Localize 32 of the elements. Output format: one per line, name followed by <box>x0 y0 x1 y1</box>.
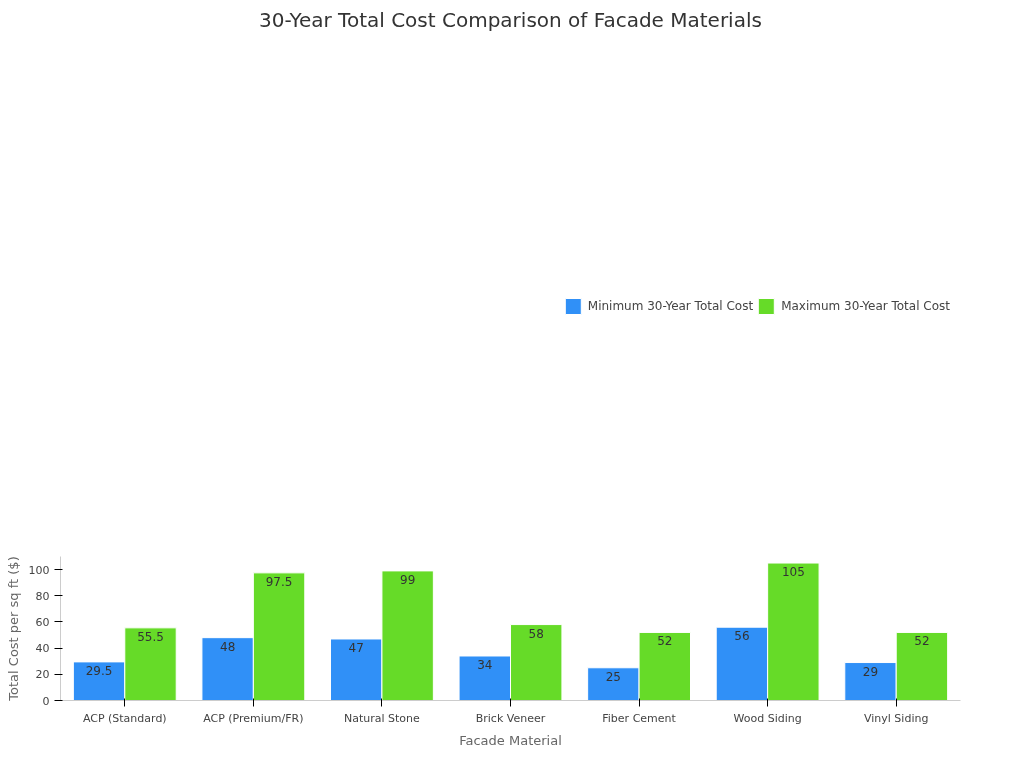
data-label: 29.5 <box>85 663 113 678</box>
y-tick-label: 40 <box>35 642 50 656</box>
data-label: 58 <box>528 626 544 641</box>
x-tick-label: Brick Veneer <box>475 711 546 725</box>
legend-label: Maximum 30-Year Total Cost <box>781 299 950 313</box>
data-label: 47 <box>348 640 364 655</box>
chart-title: 30-Year Total Cost Comparison of Facade Materials <box>259 7 762 32</box>
data-label: 25 <box>605 669 621 684</box>
data-label: 105 <box>781 565 805 580</box>
data-label: 48 <box>220 639 236 654</box>
y-tick-label: 0 <box>42 694 50 708</box>
x-tick-label: ACP (Premium/FR) <box>203 711 304 725</box>
data-label: 29 <box>862 664 879 679</box>
y-tick-label: 20 <box>35 668 50 682</box>
x-tick-label: Natural Stone <box>344 711 421 725</box>
data-label: 97.5 <box>265 574 293 589</box>
y-tick-label: 100 <box>28 563 50 577</box>
x-axis-title: Facade Material <box>459 732 562 748</box>
x-tick-label: Wood Siding <box>733 711 802 725</box>
data-label: 55.5 <box>137 629 164 644</box>
y-axis-title: Total Cost per sq ft ($) <box>5 556 21 702</box>
data-label: 52 <box>914 634 930 649</box>
data-label: 52 <box>657 634 673 649</box>
data-label: 56 <box>734 629 750 644</box>
x-tick-label: ACP (Standard) <box>82 711 167 725</box>
data-label: 34 <box>477 657 493 672</box>
data-label: 99 <box>400 572 416 587</box>
x-tick-label: Fiber Cement <box>602 711 677 725</box>
legend-label: Minimum 30-Year Total Cost <box>587 299 754 313</box>
y-tick-label: 60 <box>35 615 50 629</box>
x-tick-label: Vinyl Siding <box>864 711 929 725</box>
y-tick-label: 80 <box>35 589 50 603</box>
